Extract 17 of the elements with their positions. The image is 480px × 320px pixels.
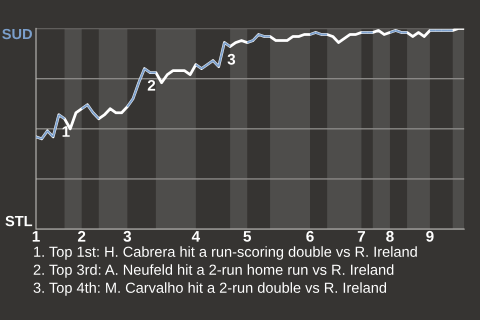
annotation: 1	[62, 126, 70, 137]
x-tick-label: 7	[358, 231, 365, 242]
x-tick-label: 9	[426, 230, 434, 242]
text: 3. Top 4th: M. Carvalho hit a 2-run double vs R. Ireland	[34, 282, 386, 296]
annotation: 2	[148, 80, 156, 91]
x-tick-label: 3	[123, 230, 132, 242]
x-tick-label: 1	[32, 231, 40, 242]
text: 2. Top 3rd: A. Neufeld hit a 2-run home run vs R. Ireland	[34, 264, 394, 278]
text: STL	[5, 216, 32, 226]
x-tick-label: 6	[306, 230, 314, 242]
text: SUD	[2, 28, 32, 40]
x-tick-label: 2	[78, 230, 86, 242]
x-tick-label: 4	[192, 231, 200, 242]
text: 1. Top 1st: H. Cabrera hit a run-scoring double vs R. Ireland	[34, 246, 417, 260]
x-tick-label: 8	[386, 230, 394, 242]
annotation: 3	[228, 54, 236, 65]
x-tick-label: 5	[243, 231, 252, 242]
